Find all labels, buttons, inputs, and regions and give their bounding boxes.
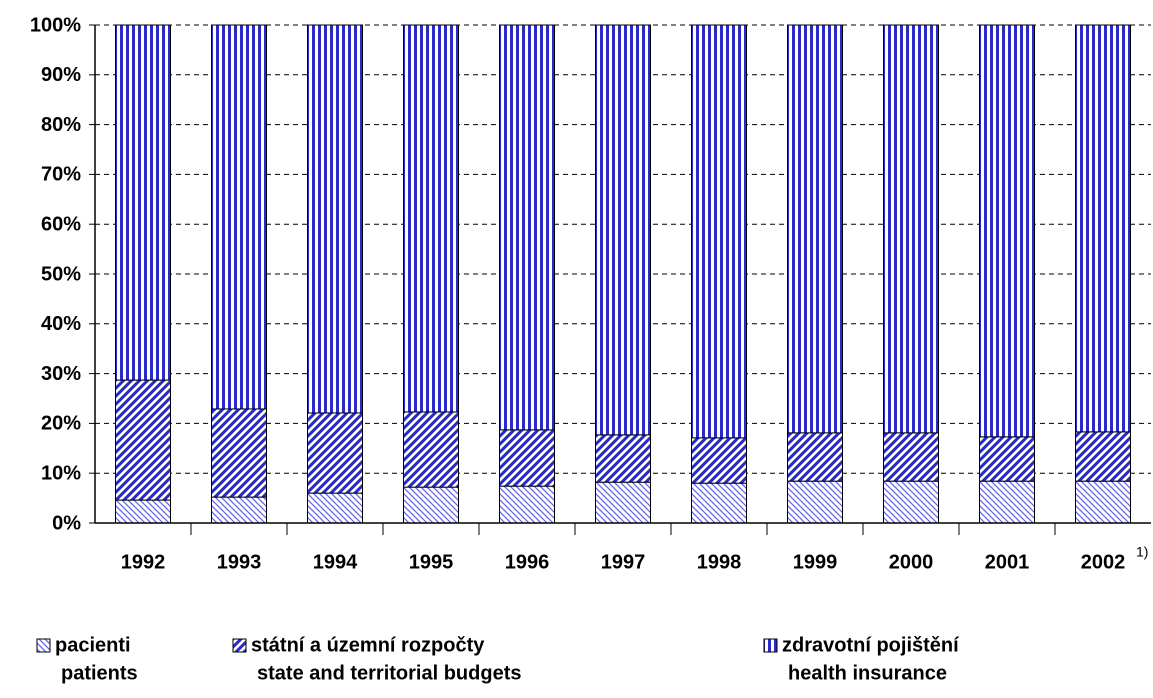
x-tick-label: 1996: [505, 551, 550, 573]
y-tick-label: 40%: [41, 313, 81, 335]
y-tick-label: 50%: [41, 263, 81, 285]
x-tick-label: 2002: [1081, 551, 1126, 573]
bar-segment: [211, 496, 267, 524]
y-tick-label: 80%: [41, 114, 81, 136]
bar-segment: [595, 481, 651, 524]
x-tick-label: 1995: [409, 551, 454, 573]
bar-segment: [787, 480, 843, 524]
x-tick-label: 1992: [121, 551, 166, 573]
bar-segment: [691, 24, 747, 439]
bar-segment: [691, 437, 747, 484]
legend-swatch: [36, 638, 51, 653]
bar-segment: [307, 24, 363, 414]
y-tick-label: 0%: [52, 512, 81, 534]
x-tick-label: 1993: [217, 551, 262, 573]
y-tick-label: 90%: [41, 64, 81, 86]
bar-segment: [499, 24, 555, 431]
bar-segment: [403, 486, 459, 524]
x-tick-label: 2001: [985, 551, 1030, 573]
y-tick-label: 70%: [41, 164, 81, 186]
legend-label: zdravotní pojištění: [782, 634, 960, 656]
bar-segment: [595, 434, 651, 483]
bar-segment: [883, 480, 939, 524]
y-tick-label: 30%: [41, 363, 81, 385]
x-tick-label: 1997: [601, 551, 646, 573]
bar-segment: [1075, 24, 1131, 433]
bar-segment: [883, 432, 939, 482]
annotation: 1): [1136, 544, 1148, 560]
bar-segment: [1075, 480, 1131, 524]
x-tick-label: 2000: [889, 551, 934, 573]
bar-segment: [403, 24, 459, 413]
bar-segment: [979, 436, 1035, 482]
legend-label: pacienti: [55, 634, 131, 656]
bar-segment: [691, 482, 747, 524]
bar-segment: [979, 24, 1035, 438]
bar-segment: [115, 24, 171, 381]
bar-segment: [211, 408, 267, 498]
legend-swatch: [232, 638, 247, 653]
y-tick-label: 60%: [41, 213, 81, 235]
bar-segment: [307, 412, 363, 494]
bar-segment: [499, 429, 555, 487]
x-tick-label: 1994: [313, 551, 358, 573]
bar-segment: [883, 24, 939, 434]
legend-label-en: patients: [61, 662, 138, 684]
x-tick-label: 1999: [793, 551, 838, 573]
bar-segment: [787, 432, 843, 482]
legend-label: státní a územní rozpočty: [251, 634, 485, 656]
bar-segment: [211, 24, 267, 410]
bar-segment: [979, 480, 1035, 524]
legend-swatch: [763, 638, 778, 653]
bar-segment: [115, 379, 171, 501]
bar-segment: [307, 492, 363, 524]
bar-segment: [403, 411, 459, 488]
bar-segment: [787, 24, 843, 434]
bar-segment: [499, 485, 555, 524]
y-tick-label: 20%: [41, 413, 81, 435]
bar-segment: [1075, 431, 1131, 482]
bar-segment: [115, 499, 171, 524]
y-tick-label: 10%: [41, 462, 81, 484]
bar-segment: [595, 24, 651, 436]
x-tick-label: 1998: [697, 551, 742, 573]
y-tick-label: 100%: [30, 14, 81, 36]
legend-label-en: state and territorial budgets: [257, 662, 522, 684]
legend-label-en: health insurance: [788, 662, 947, 684]
